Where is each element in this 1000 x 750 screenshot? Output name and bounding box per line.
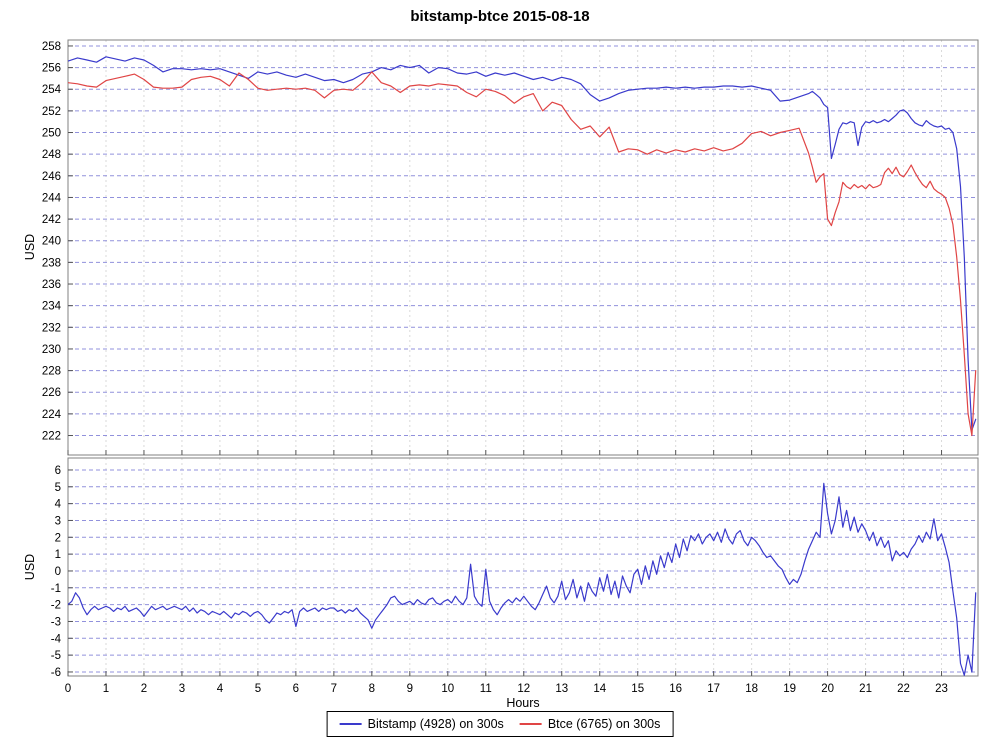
x-tick-label: 23 <box>935 683 948 695</box>
y-tick-label: 252 <box>42 106 61 118</box>
y-tick-label: 242 <box>42 214 61 226</box>
x-tick-label: 11 <box>480 683 492 695</box>
y-tick-label: 3 <box>55 515 61 527</box>
y-tick-label: 232 <box>42 322 61 334</box>
y-tick-label: 256 <box>42 63 61 75</box>
x-tick-label: 6 <box>293 683 299 695</box>
y-tick-label: 6 <box>55 465 61 477</box>
y-tick-label: 246 <box>42 171 61 183</box>
legend-entry-btce: Btce (6765) on 300s <box>519 717 661 731</box>
y-tick-label: 244 <box>42 192 62 204</box>
x-tick-label: 7 <box>331 683 337 695</box>
plot-frame <box>67 457 979 677</box>
y-tick-label: 234 <box>42 301 62 313</box>
x-tick-label: 14 <box>593 683 606 695</box>
y-tick-label: 258 <box>42 41 61 53</box>
legend-label-btce: Btce (6765) on 300s <box>547 717 661 731</box>
x-tick-label: 17 <box>707 683 720 695</box>
x-tick-label: 19 <box>783 683 796 695</box>
y-tick-label: 230 <box>42 344 61 356</box>
y-tick-label: 250 <box>42 128 61 140</box>
x-tick-label: 21 <box>859 683 872 695</box>
y-tick-label: -5 <box>51 650 61 662</box>
x-tick-label: 2 <box>141 683 147 695</box>
y-tick-label: -6 <box>51 667 61 679</box>
series-line-bitstamp-btce-spread <box>68 482 977 676</box>
y-tick-label: 238 <box>42 257 61 269</box>
y-tick-label: 236 <box>42 279 61 291</box>
legend-label-bitstamp: Bitstamp (4928) on 300s <box>367 717 504 731</box>
legend: Bitstamp (4928) on 300s Btce (6765) on 3… <box>326 711 674 737</box>
x-tick-label: 15 <box>631 683 644 695</box>
legend-entry-bitstamp: Bitstamp (4928) on 300s <box>339 717 504 731</box>
btce-line-swatch <box>519 723 542 725</box>
x-tick-label: 20 <box>821 683 834 695</box>
x-tick-label: 8 <box>369 683 375 695</box>
y-tick-label: 228 <box>42 366 61 378</box>
y-tick-label: 248 <box>42 149 61 161</box>
y-tick-label: 2 <box>55 532 61 544</box>
x-tick-label: 1 <box>103 683 109 695</box>
x-tick-label: 9 <box>407 683 413 695</box>
y-tick-label: 5 <box>55 482 61 494</box>
y-tick-label: -1 <box>51 583 61 595</box>
series-line-btce-6765-on-300s <box>68 71 977 437</box>
y-tick-label: 240 <box>42 236 61 248</box>
y-tick-label: 224 <box>42 409 62 421</box>
x-tick-label: 0 <box>65 683 71 695</box>
plot-frame <box>67 39 979 456</box>
x-axis-label: Hours <box>506 696 540 710</box>
x-tick-label: 13 <box>555 683 568 695</box>
y-tick-label: 4 <box>55 499 62 511</box>
y-tick-label: 222 <box>42 431 61 443</box>
y-tick-label: 254 <box>42 84 62 96</box>
y-tick-label: -4 <box>51 633 62 645</box>
x-tick-label: 10 <box>441 683 454 695</box>
x-tick-label: 18 <box>745 683 758 695</box>
y-axis-label-price: USD <box>23 233 37 261</box>
chart-title: bitstamp-btce 2015-08-18 <box>410 8 590 25</box>
series-line-bitstamp-4928-on-300s <box>68 56 977 431</box>
y-tick-label: -3 <box>51 616 61 628</box>
x-tick-label: 22 <box>897 683 910 695</box>
bitstamp-line-swatch <box>339 723 362 725</box>
x-tick-label: 16 <box>669 683 682 695</box>
y-tick-label: 0 <box>55 566 61 578</box>
x-tick-label: 3 <box>179 683 185 695</box>
y-tick-label: -2 <box>51 600 61 612</box>
x-tick-label: 12 <box>517 683 530 695</box>
y-tick-label: 226 <box>42 387 61 399</box>
x-tick-label: 5 <box>255 683 261 695</box>
y-tick-label: 1 <box>55 549 61 561</box>
x-tick-label: 4 <box>217 683 224 695</box>
y-axis-label-spread: USD <box>23 553 37 581</box>
